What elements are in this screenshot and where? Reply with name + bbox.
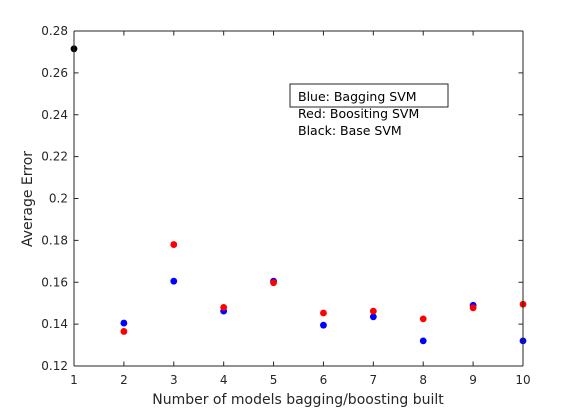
x-axis-ticks: 1 2 3 4 5 6 7 8 9 10	[70, 31, 531, 387]
legend: Blue: Bagging SVM Red: Boositing SVM Bla…	[289, 83, 449, 138]
y-tick-label: 0.16	[41, 275, 68, 289]
x-tick-label: 10	[515, 373, 530, 387]
y-tick-label: 0.28	[41, 24, 68, 38]
data-point-bagging	[320, 321, 327, 329]
data-point-boosting	[469, 304, 477, 312]
y-tick-label: 0.12	[41, 359, 68, 373]
y-tick-label: 0.14	[41, 317, 68, 331]
x-tick-label: 5	[270, 373, 278, 387]
y-tick-label: 0.18	[41, 233, 68, 247]
data-point-bagging	[419, 337, 427, 345]
data-point-bagging	[120, 319, 128, 327]
data-point-boosting	[320, 309, 327, 317]
x-tick-label: 9	[469, 373, 477, 387]
y-tick-label: 0.24	[41, 108, 68, 122]
y-tick-label: 0.22	[41, 150, 68, 164]
x-tick-label: 4	[220, 373, 228, 387]
data-point-boosting	[170, 241, 178, 248]
x-tick-label: 6	[320, 373, 328, 387]
legend-line-blue: Blue: Bagging SVM	[298, 89, 417, 104]
y-axis-ticks: 0.12 0.14 0.16 0.18 0.2 0.22 0.24 0.26 0.28	[41, 24, 523, 373]
legend-box	[289, 83, 449, 108]
x-tick-label: 2	[120, 373, 128, 387]
y-tick-label: 0.2	[49, 192, 68, 206]
legend-line-black: Black: Base SVM	[298, 123, 402, 138]
x-tick-label: 8	[419, 373, 427, 387]
data-point-bagging	[170, 277, 178, 285]
data-point-boosting	[120, 328, 128, 335]
data-point-bagging	[369, 313, 377, 321]
y-tick-label: 0.26	[41, 66, 68, 80]
x-tick-label: 7	[370, 373, 378, 387]
legend-line-red: Red: Boositing SVM	[298, 106, 419, 121]
plot-background	[74, 31, 523, 366]
y-axis-label: Average Error	[20, 151, 36, 247]
data-point-boosting	[419, 315, 427, 323]
data-point-boosting	[369, 307, 377, 315]
x-tick-label: 3	[170, 373, 178, 387]
data-point-boosting	[270, 279, 277, 287]
x-tick-label: 1	[70, 373, 78, 387]
x-axis-label: Number of models bagging/boosting built	[152, 392, 444, 408]
data-point-boosting	[220, 303, 228, 311]
axis-frame	[73, 30, 524, 367]
